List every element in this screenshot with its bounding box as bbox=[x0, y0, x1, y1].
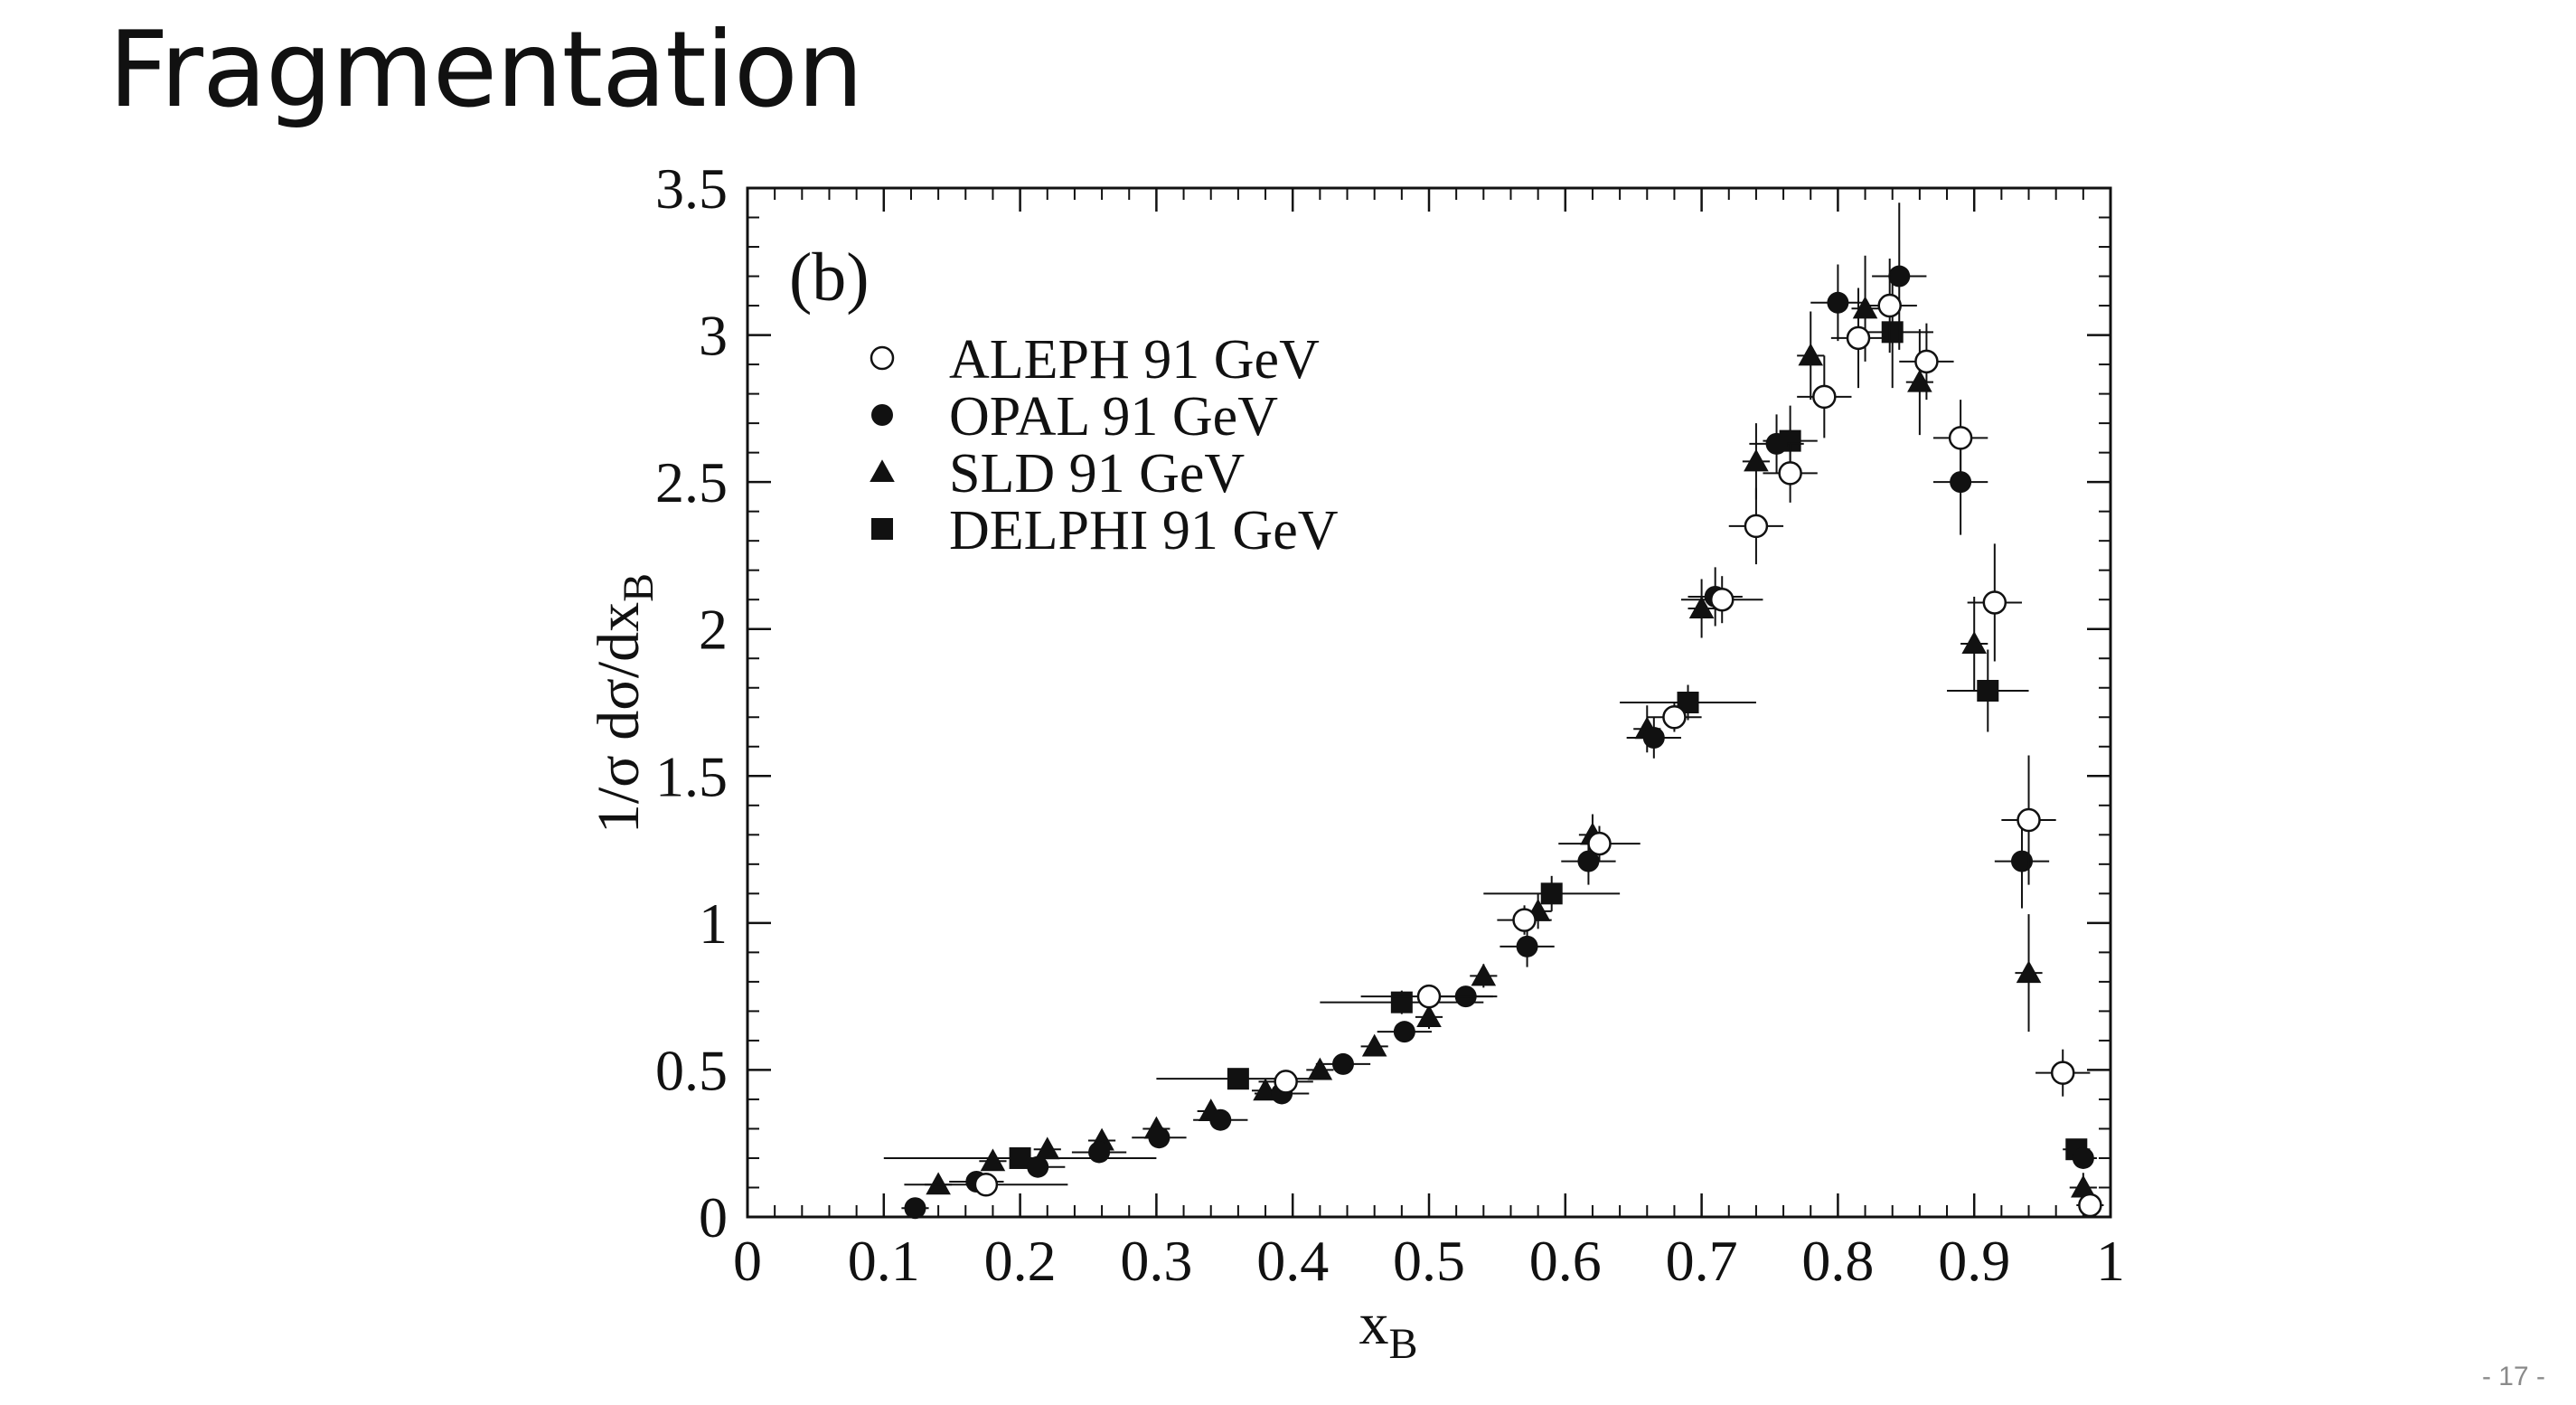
opal-data-point bbox=[1209, 1108, 1232, 1131]
legend-marker-delphi bbox=[871, 518, 893, 540]
sld-data-point bbox=[1744, 448, 1769, 472]
sld-data-point bbox=[1798, 343, 1824, 366]
opal-data-point bbox=[1577, 850, 1600, 872]
axis-ticks: 0 0.1 0.2 0.3 0.4 0.5 0.6 0.7 0.8 0.9 1 0 0.5 1 1.5 2 2.… bbox=[655, 156, 2125, 1293]
sld-data-point bbox=[1361, 1033, 1387, 1057]
aleph-data-point bbox=[1416, 984, 1442, 1009]
panel-label: (b) bbox=[789, 240, 870, 316]
y-tick-label: 1.5 bbox=[655, 744, 728, 808]
aleph-data-point bbox=[1982, 590, 2007, 615]
opal-data-point bbox=[1765, 432, 1788, 455]
x-tick-label: 0.7 bbox=[1666, 1229, 1738, 1293]
x-tick-label: 0 bbox=[733, 1229, 762, 1293]
legend-marker-opal bbox=[871, 404, 893, 426]
sld-data-point bbox=[1688, 596, 1715, 618]
aleph-data-point bbox=[1587, 831, 1612, 856]
y-tick-label: 0.5 bbox=[655, 1038, 728, 1102]
delphi-data-point bbox=[1227, 1068, 1249, 1090]
opal-data-point bbox=[904, 1197, 926, 1220]
opal-data-point bbox=[1331, 1052, 1354, 1075]
sld-data-point bbox=[1416, 1004, 1442, 1027]
page-number: - 17 - bbox=[2481, 1362, 2545, 1391]
aleph-data-point bbox=[1914, 349, 1939, 374]
slide-title: Fragmentation bbox=[108, 9, 863, 131]
sld-data-point bbox=[926, 1172, 951, 1195]
aleph-data-point bbox=[973, 1172, 999, 1197]
opal-data-point bbox=[2072, 1146, 2094, 1169]
legend-label-opal: OPAL 91 GeV bbox=[949, 386, 1278, 448]
y-tick-label: 3.5 bbox=[655, 156, 728, 221]
y-tick-label: 0 bbox=[699, 1185, 728, 1249]
aleph-data-point bbox=[1812, 384, 1837, 410]
sld-data-point bbox=[1471, 963, 1497, 986]
x-axis-title-subscript: B bbox=[1388, 1320, 1417, 1368]
legend-label-sld: SLD 91 GeV bbox=[949, 443, 1245, 504]
aleph-data-point bbox=[1709, 587, 1735, 612]
opal-data-point bbox=[1827, 291, 1849, 314]
legend-label-aleph: ALEPH 91 GeV bbox=[949, 329, 1320, 391]
aleph-data-point bbox=[2050, 1061, 2075, 1085]
sld-data-point bbox=[1034, 1136, 1060, 1160]
aleph-data-point bbox=[1274, 1070, 1298, 1094]
delphi-data-point bbox=[1540, 882, 1563, 905]
y-axis-title-main: 1/σ dσ/dx bbox=[586, 602, 652, 834]
series-aleph bbox=[904, 259, 2104, 1218]
legend-label-delphi: DELPHI 91 GeV bbox=[949, 500, 1339, 561]
aleph-data-point bbox=[2017, 807, 2041, 833]
aleph-data-point bbox=[1662, 705, 1687, 730]
x-axis-title: xB bbox=[1359, 1291, 1417, 1368]
x-tick-label: 0.6 bbox=[1529, 1229, 1602, 1293]
delphi-data-point bbox=[1977, 679, 1999, 702]
data-points bbox=[883, 203, 2104, 1220]
aleph-data-point bbox=[1512, 908, 1537, 932]
x-axis-title-main: x bbox=[1359, 1291, 1388, 1357]
plot-frame bbox=[746, 186, 2112, 1219]
opal-data-point bbox=[1148, 1127, 1170, 1149]
opal-data-point bbox=[1950, 471, 1972, 494]
aleph-data-point bbox=[1948, 426, 1973, 450]
sld-data-point bbox=[1852, 296, 1878, 319]
y-axis-title: 1/σ dσ/dxB bbox=[586, 573, 663, 834]
delphi-data-point bbox=[1390, 991, 1413, 1014]
sld-data-point bbox=[2016, 960, 2042, 984]
x-tick-label: 0.9 bbox=[1938, 1229, 2010, 1293]
sld-data-point bbox=[980, 1148, 1006, 1172]
x-tick-label: 0.4 bbox=[1256, 1229, 1329, 1293]
sld-data-point bbox=[2071, 1174, 2096, 1198]
sld-data-point bbox=[1307, 1057, 1333, 1080]
aleph-data-point bbox=[1778, 461, 1802, 486]
y-tick-label: 2.5 bbox=[655, 450, 728, 514]
legend-marker-sld bbox=[870, 459, 895, 483]
opal-data-point bbox=[2010, 850, 2033, 872]
legend-marker-aleph bbox=[870, 345, 895, 371]
x-tick-label: 0.5 bbox=[1393, 1229, 1465, 1293]
aleph-data-point bbox=[1877, 293, 1902, 318]
aleph-data-point bbox=[1846, 325, 1871, 351]
opal-data-point bbox=[1027, 1155, 1049, 1178]
aleph-data-point bbox=[2078, 1193, 2102, 1218]
opal-data-point bbox=[1516, 935, 1538, 957]
x-tick-label: 1 bbox=[2096, 1229, 2125, 1293]
opal-data-point bbox=[1393, 1021, 1415, 1043]
x-tick-label: 0.8 bbox=[1801, 1229, 1874, 1293]
x-tick-label: 0.1 bbox=[848, 1229, 920, 1293]
aleph-data-point bbox=[1744, 514, 1769, 539]
y-tick-label: 2 bbox=[699, 598, 728, 662]
x-tick-label: 0.3 bbox=[1120, 1229, 1192, 1293]
x-tick-label: 0.2 bbox=[984, 1229, 1057, 1293]
y-tick-label: 3 bbox=[699, 304, 728, 368]
y-axis-title-subscript: B bbox=[615, 573, 663, 602]
y-tick-label: 1 bbox=[699, 891, 728, 956]
opal-data-point bbox=[1888, 265, 1911, 288]
opal-data-point bbox=[1642, 727, 1665, 750]
opal-data-point bbox=[1088, 1141, 1111, 1164]
sld-data-point bbox=[1961, 631, 1987, 655]
